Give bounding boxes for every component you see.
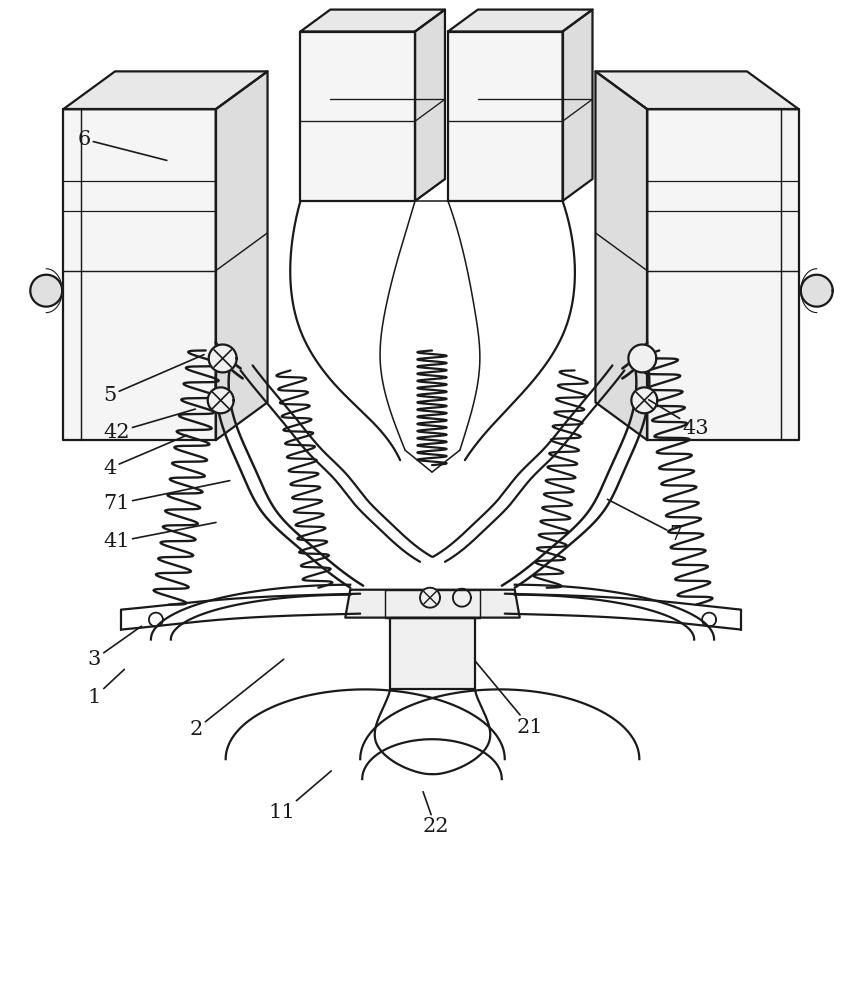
Polygon shape — [595, 71, 798, 109]
Text: 11: 11 — [269, 771, 331, 822]
Polygon shape — [801, 275, 833, 307]
Polygon shape — [448, 32, 562, 201]
Polygon shape — [63, 109, 215, 440]
Polygon shape — [448, 10, 593, 32]
Polygon shape — [215, 71, 267, 440]
Polygon shape — [63, 71, 267, 109]
Polygon shape — [420, 588, 440, 608]
Text: 4: 4 — [103, 435, 187, 478]
Polygon shape — [628, 345, 657, 372]
Text: 71: 71 — [103, 481, 230, 513]
Text: 5: 5 — [103, 355, 204, 405]
Text: 41: 41 — [103, 522, 216, 551]
Text: 42: 42 — [103, 409, 195, 442]
Polygon shape — [208, 345, 237, 372]
Polygon shape — [631, 387, 657, 413]
Polygon shape — [647, 109, 798, 440]
Polygon shape — [345, 590, 520, 618]
Polygon shape — [208, 387, 234, 413]
Text: 6: 6 — [77, 130, 167, 160]
Polygon shape — [595, 71, 647, 440]
Polygon shape — [300, 32, 415, 201]
Text: 43: 43 — [649, 400, 709, 438]
Text: 2: 2 — [189, 659, 284, 739]
Text: 1: 1 — [87, 669, 125, 707]
Text: 3: 3 — [87, 626, 141, 669]
Polygon shape — [30, 275, 62, 307]
Text: 21: 21 — [476, 662, 543, 737]
Text: 22: 22 — [422, 792, 449, 836]
Polygon shape — [300, 10, 445, 32]
Polygon shape — [562, 10, 593, 201]
Polygon shape — [390, 618, 475, 689]
Polygon shape — [415, 10, 445, 201]
Text: 7: 7 — [607, 499, 682, 544]
